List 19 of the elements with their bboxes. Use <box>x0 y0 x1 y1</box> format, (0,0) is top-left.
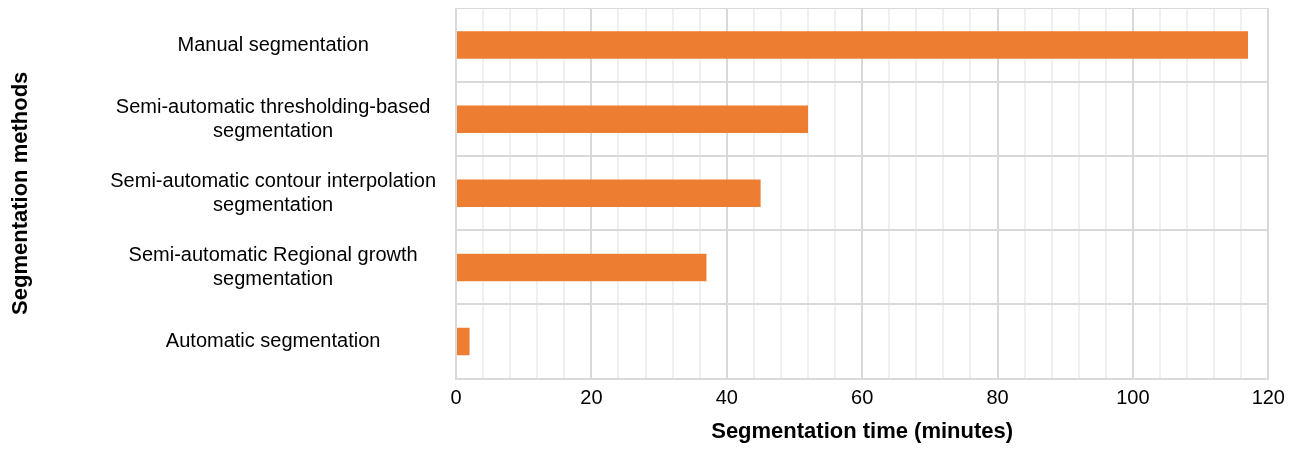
y-tick-label: Manual segmentation <box>177 32 369 55</box>
bar <box>457 253 707 282</box>
x-tick-label: 60 <box>851 386 874 409</box>
bar <box>457 179 761 208</box>
x-tick-label: 20 <box>580 386 603 409</box>
y-tick-label: Semi-automatic thresholding-based segmentation <box>115 94 431 141</box>
x-tick-label: 120 <box>1251 386 1285 409</box>
y-tick-label: Automatic segmentation <box>165 329 381 352</box>
x-tick-label: 40 <box>715 386 738 409</box>
x-axis-title: Segmentation time (minutes) <box>711 417 1014 443</box>
x-tick-label: 80 <box>986 386 1009 409</box>
y-tick-label: Semi-automatic contour interpolation segmentation <box>110 168 437 215</box>
bar <box>457 105 808 133</box>
x-tick-label: 0 <box>450 386 462 409</box>
x-tick-label: 100 <box>1116 386 1150 409</box>
y-axis-title: Segmentation methods <box>7 71 33 315</box>
bar <box>457 31 1249 59</box>
y-tick-label: Semi-automatic Regional growth segmentation <box>128 242 418 289</box>
bar <box>457 327 470 356</box>
